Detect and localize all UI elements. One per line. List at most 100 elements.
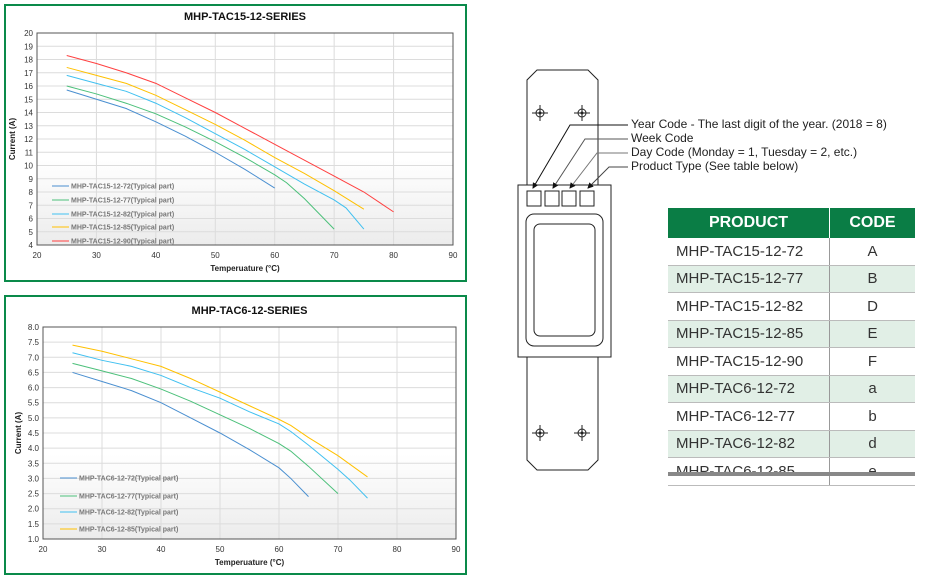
x-tick-label: 80 [393,545,402,554]
code-cell: a [829,375,915,403]
product-code-table: PRODUCT CODE MHP-TAC15-12-72 A MHP-TAC15-1… [668,208,915,486]
legend-label: MHP-TAC6-12-77(Typical part) [79,494,178,501]
legend-label: MHP-TAC15-12-77(Typical part) [71,198,174,205]
code-cell: D [829,292,915,321]
series-line [66,85,335,230]
table-row: MHP-TAC15-12-72 A [668,238,915,266]
table-row: MHP-TAC15-12-77 B [668,265,915,293]
code-cell: A [829,238,915,266]
code-cell: B [829,265,915,293]
y-tick-label: 6.5 [28,368,40,377]
device-body [517,184,612,358]
y-tick-label: 6.0 [28,384,40,393]
y-tick-label: 7.0 [28,353,40,362]
x-tick-label: 20 [39,545,48,554]
plot-border [36,32,454,246]
table-row: MHP-TAC6-12-82 d [668,430,915,458]
chart-frame-tac15 [4,4,467,282]
table-row: MHP-TAC15-12-85 E [668,320,915,348]
legend-label: MHP-TAC6-12-72(Typical part) [79,476,178,483]
x-tick-label: 50 [216,545,225,554]
leader-lines [532,124,628,189]
product-cell: MHP-TAC15-12-90 [668,347,830,376]
x-tick-label: 30 [92,251,101,260]
y-tick-label: 7.5 [28,338,40,347]
x-tick-label: 80 [389,251,398,260]
y-tick-label: 17 [24,69,33,78]
chart-title: MHP-TAC15-12-SERIES [184,11,306,23]
year-code-label: Year Code - The last digit of the year. … [631,117,887,131]
table-bottom-rule [668,472,915,476]
table-row: MHP-TAC15-12-90 F [668,347,915,376]
product-cell: MHP-TAC15-12-85 [668,320,830,348]
y-tick-label: 12 [24,135,33,144]
y-tick-label: 11 [25,148,34,157]
x-tick-label: 20 [33,251,42,260]
series-line [66,55,394,213]
mounting-hole-icons [532,105,590,441]
legend-label: MHP-TAC15-12-85(Typical part) [71,225,174,232]
y-tick-label: 9 [29,175,34,184]
x-tick-label: 50 [211,251,220,260]
chart-title: MHP-TAC6-12-SERIES [192,305,308,317]
window-outer [525,213,604,347]
x-tick-label: 30 [98,545,107,554]
product-cell: MHP-TAC15-12-72 [668,238,830,266]
legend-label: MHP-TAC6-12-85(Typical part) [79,527,178,534]
header-product: PRODUCT [668,208,830,238]
x-tick-label: 40 [157,545,166,554]
y-tick-label: 13 [24,122,33,131]
table-row: MHP-TAC15-12-82 D [668,292,915,321]
x-tick-label: 70 [330,251,339,260]
y-tick-label: 3.0 [28,474,40,483]
x-tick-label: 70 [334,545,343,554]
y-tick-label: 1.5 [28,520,40,529]
y-tick-label: 14 [24,109,33,118]
plot-border [42,326,457,540]
y-tick-label: 3.5 [28,459,40,468]
y-tick-label: 2.0 [28,505,40,514]
y-tick-label: 10 [24,162,33,171]
y-tick-label: 8 [29,188,34,197]
product-cell: MHP-TAC6-12-72 [668,375,830,403]
week-code-label: Week Code [631,131,694,145]
chart-frame-tac6 [4,295,467,575]
y-tick-label: 4 [29,241,34,250]
x-tick-label: 60 [275,545,284,554]
y-tick-label: 1.0 [28,535,40,544]
product-cell: MHP-TAC6-12-77 [668,402,830,431]
y-tick-label: 6 [29,215,34,224]
chart-tac6: 1.0 1.5 2.0 2.5 3.0 3.5 4.0 4.5 5.0 5.5 6.0 6.5 7.0 7… [14,305,461,567]
y-tick-label: 4.5 [28,429,40,438]
y-tick-label: 18 [24,56,33,65]
product-cell: MHP-TAC15-12-82 [668,292,830,321]
y-tick-label: 16 [24,82,33,91]
x-tick-label: 90 [449,251,458,260]
series-line [72,352,368,499]
bottom-tab [526,357,599,471]
legend-label: MHP-TAC15-12-90(Typical part) [71,239,174,246]
chart-tac15: 4 5 6 7 8 9 10 11 12 13 14 15 16 17 18 19 20 20 30 40 50 60 70… [8,11,458,273]
y-tick-label: 5.5 [28,399,40,408]
y-tick-label: 20 [24,29,33,38]
series-line [66,66,365,210]
y-tick-label: 8.0 [28,323,40,332]
header-code: CODE [829,208,915,238]
table-row: MHP-TAC6-12-72 a [668,375,915,403]
product-cell: MHP-TAC15-12-77 [668,265,830,293]
table-row: MHP-TAC6-12-85e [668,457,915,486]
y-axis-label: Current (A) [14,412,23,455]
top-tab [526,69,599,185]
y-tick-label: 7 [29,201,34,210]
x-axis-label: Temperuature (°C) [215,558,285,567]
y-tick-label: 4.0 [28,444,40,453]
y-tick-label: 5.0 [28,414,40,423]
product-type-label: Product Type (See table below) [631,159,799,173]
window-inner [533,223,596,337]
y-tick-label: 19 [24,42,33,51]
series-line [66,74,365,230]
series-line [72,371,309,497]
code-cell: e [829,457,915,486]
code-cell: E [829,320,915,348]
series-line [66,89,275,189]
